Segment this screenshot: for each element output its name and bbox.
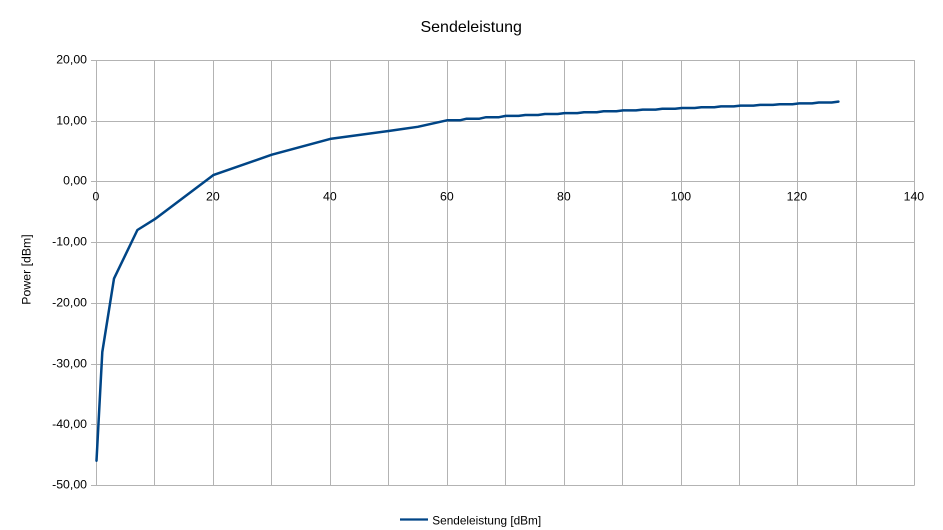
svg-text:40: 40 — [323, 190, 337, 204]
svg-text:80: 80 — [557, 190, 571, 204]
svg-text:60: 60 — [440, 190, 454, 204]
svg-text:100: 100 — [671, 190, 692, 204]
svg-text:0,00: 0,00 — [63, 174, 87, 188]
svg-text:-20,00: -20,00 — [52, 296, 87, 310]
svg-text:Power [dBm]: Power [dBm] — [20, 234, 34, 304]
svg-text:-30,00: -30,00 — [52, 357, 87, 371]
svg-text:-40,00: -40,00 — [52, 417, 87, 431]
svg-text:Sendeleistung: Sendeleistung — [420, 19, 521, 36]
svg-text:-50,00: -50,00 — [52, 478, 87, 492]
svg-text:Sendeleistung [dBm]: Sendeleistung [dBm] — [432, 513, 541, 527]
svg-text:140: 140 — [904, 190, 925, 204]
svg-text:0: 0 — [92, 190, 99, 204]
svg-text:-10,00: -10,00 — [52, 235, 87, 249]
svg-text:120: 120 — [787, 190, 808, 204]
svg-text:20: 20 — [206, 190, 220, 204]
svg-text:20,00: 20,00 — [56, 53, 87, 67]
svg-text:10,00: 10,00 — [56, 113, 87, 127]
